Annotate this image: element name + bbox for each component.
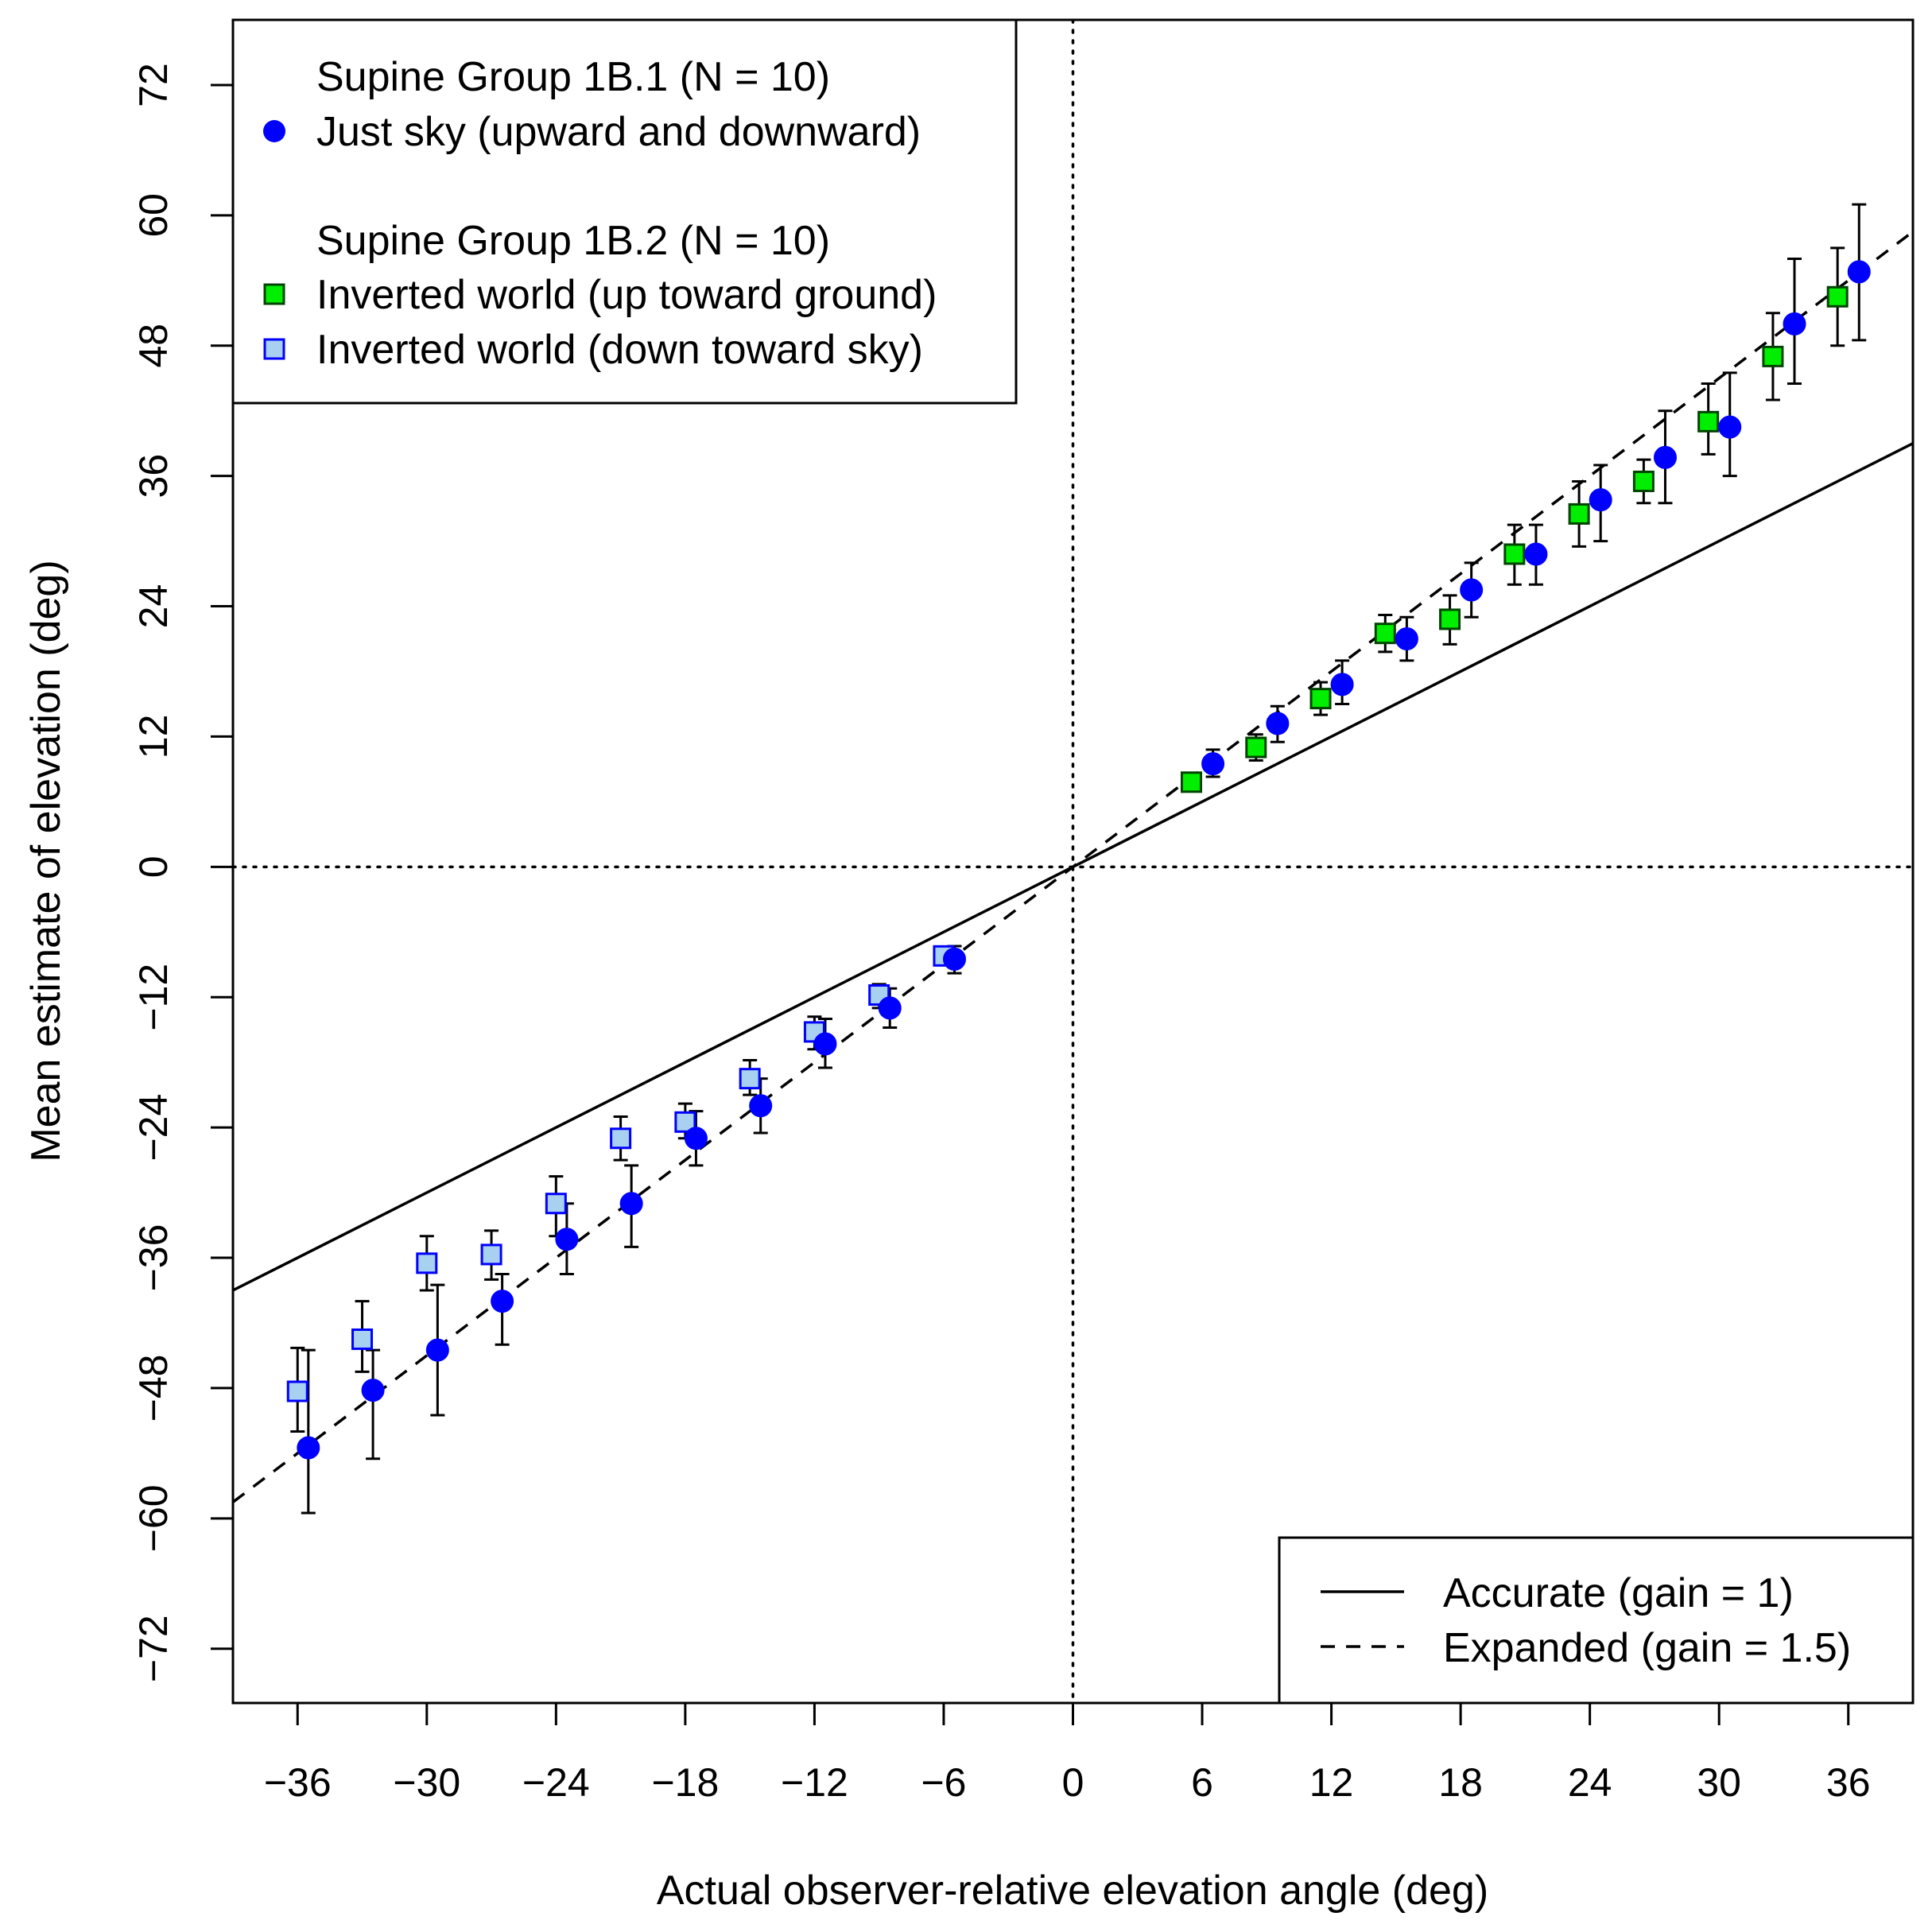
y-axis-title: Mean estimate of elevation (deg) — [23, 560, 69, 1162]
y-tick-label: −36 — [131, 1224, 176, 1292]
x-tick-label: 18 — [1438, 1760, 1483, 1805]
y-tick-label: −48 — [131, 1355, 176, 1422]
point-inverted-down — [416, 1252, 438, 1274]
legend-series: Supine Group 1B.1 (N = 10) Just sky (upw… — [231, 18, 1018, 405]
point-inverted-up — [1374, 623, 1396, 645]
point-just-sky — [1847, 260, 1871, 284]
legend-just-sky: Just sky (upward and downward) — [316, 109, 921, 155]
x-tick-label: −6 — [921, 1760, 966, 1805]
point-inverted-up — [1245, 736, 1267, 758]
x-tick-label: −24 — [522, 1760, 590, 1805]
y-tick-label: 36 — [131, 454, 176, 498]
point-inverted-down — [286, 1380, 308, 1402]
point-just-sky — [1266, 712, 1290, 735]
point-just-sky — [619, 1192, 643, 1216]
legend-inverted-up: Inverted world (up toward ground) — [316, 272, 937, 318]
y-tick-label: −60 — [131, 1484, 176, 1552]
point-just-sky — [425, 1338, 449, 1362]
point-just-sky — [1330, 673, 1354, 696]
point-inverted-up — [1762, 345, 1784, 367]
legend-inverted-down: Inverted world (down toward sky) — [316, 327, 923, 373]
y-tick-label: 48 — [131, 324, 176, 368]
legend-group2-title: Supine Group 1B.2 (N = 10) — [316, 218, 830, 264]
legend-series-box — [231, 18, 1018, 405]
legend-green-square-icon — [263, 283, 285, 305]
point-inverted-up — [1309, 688, 1332, 710]
point-just-sky — [1524, 542, 1548, 566]
y-tick-label: 60 — [131, 193, 176, 238]
legend-accurate: Accurate (gain = 1) — [1443, 1570, 1794, 1616]
x-tick-label: 0 — [1062, 1760, 1084, 1805]
legend-expanded: Expanded (gain = 1.5) — [1443, 1625, 1851, 1671]
y-tick-label: 24 — [131, 584, 176, 629]
legend-group1-title: Supine Group 1B.1 (N = 10) — [316, 54, 830, 100]
point-just-sky — [1201, 752, 1225, 776]
point-inverted-down — [351, 1328, 374, 1350]
y-tick-label: 12 — [131, 715, 176, 759]
x-tick-label: 6 — [1191, 1760, 1213, 1805]
y-axis: −72 −60 −48 −36 −24 −12 0 12 24 36 48 60 72 — [131, 63, 233, 1682]
point-just-sky — [1783, 312, 1806, 336]
point-inverted-up — [1568, 502, 1590, 525]
point-just-sky — [1395, 627, 1418, 651]
x-tick-label: −30 — [393, 1760, 460, 1805]
y-tick-label: 72 — [131, 63, 176, 107]
point-just-sky — [555, 1228, 579, 1251]
x-tick-label: 24 — [1568, 1760, 1612, 1805]
point-just-sky — [878, 996, 902, 1020]
point-just-sky — [1718, 415, 1742, 439]
point-just-sky — [749, 1094, 773, 1118]
point-inverted-down — [480, 1243, 502, 1266]
point-just-sky — [297, 1436, 320, 1460]
point-inverted-down — [739, 1068, 761, 1090]
point-inverted-up — [1826, 285, 1849, 308]
x-axis-title: Actual observer-relative elevation angle… — [657, 1868, 1488, 1914]
x-axis: −36 −30 −24 −18 −12 −6 0 6 12 18 24 30 36 — [264, 1701, 1871, 1805]
x-tick-label: 30 — [1697, 1760, 1741, 1805]
x-tick-label: −12 — [781, 1760, 848, 1805]
x-tick-label: −36 — [264, 1760, 332, 1805]
reference-lines — [233, 20, 1913, 1703]
y-tick-label: 0 — [131, 855, 176, 878]
point-inverted-down — [610, 1127, 632, 1150]
point-inverted-up — [1632, 470, 1655, 492]
point-just-sky — [1460, 578, 1484, 602]
point-inverted-up — [1503, 543, 1526, 565]
y-tick-label: −12 — [131, 964, 176, 1031]
error-bar — [366, 1348, 381, 1461]
point-just-sky — [1589, 488, 1612, 512]
legend-lightblue-square-icon — [263, 338, 285, 360]
point-inverted-down — [545, 1193, 567, 1215]
legend-lines: Accurate (gain = 1) Expanded (gain = 1.5… — [1278, 1536, 1915, 1705]
point-inverted-up — [1439, 608, 1461, 630]
x-tick-label: 12 — [1309, 1760, 1354, 1805]
error-bar — [301, 1348, 316, 1515]
x-tick-label: −18 — [651, 1760, 719, 1805]
point-just-sky — [813, 1032, 837, 1056]
point-just-sky — [1653, 445, 1677, 469]
point-inverted-down — [803, 1021, 825, 1043]
y-tick-label: −24 — [131, 1094, 176, 1162]
legend-lines-box — [1278, 1536, 1915, 1705]
point-inverted-up — [1697, 410, 1720, 433]
point-just-sky — [491, 1290, 514, 1313]
point-just-sky — [943, 947, 967, 971]
point-inverted-up — [1180, 771, 1202, 793]
point-just-sky — [684, 1127, 708, 1150]
expanded-gain-line — [233, 230, 1913, 1503]
legend-circle-icon — [263, 120, 285, 142]
data-points — [286, 260, 1871, 1460]
x-tick-label: 36 — [1826, 1760, 1871, 1805]
y-tick-label: −72 — [131, 1615, 176, 1682]
point-just-sky — [361, 1379, 385, 1402]
